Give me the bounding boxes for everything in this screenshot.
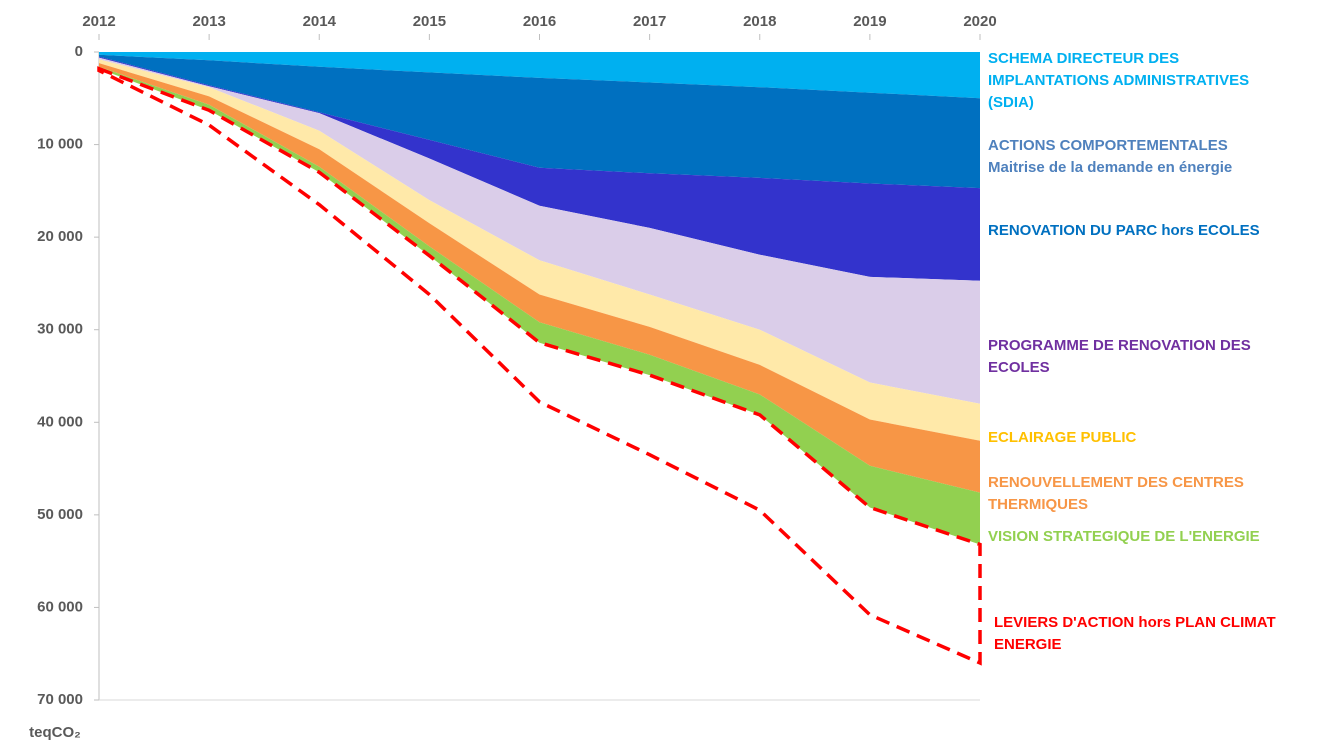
x-tick-label: 2015 <box>413 13 446 30</box>
x-tick-label: 2020 <box>963 13 996 30</box>
y-tick-label: 0 <box>75 43 83 60</box>
legend-label: ACTIONS COMPORTEMENTALES Maitrise de la … <box>988 137 1233 176</box>
x-tick-label: 2016 <box>523 13 556 30</box>
y-tick-label: 30 000 <box>37 321 83 338</box>
legend-label: RENOVATION DU PARC hors ECOLES <box>988 222 1260 239</box>
y-tick-label: 50 000 <box>37 506 83 523</box>
x-tick-label: 2019 <box>853 13 886 30</box>
area <box>99 66 980 545</box>
area <box>99 63 980 493</box>
y-axis-label: teqCO₂ <box>29 724 81 741</box>
x-tick-label: 2018 <box>743 13 776 30</box>
y-tick-label: 70 000 <box>37 691 83 708</box>
area <box>99 57 980 404</box>
y-tick-label: 60 000 <box>37 598 83 615</box>
y-tick-label: 40 000 <box>37 413 83 430</box>
x-tick-label: 2012 <box>82 13 115 30</box>
area <box>97 66 982 666</box>
x-tick-label: 2017 <box>633 13 666 30</box>
x-tick-label: 2014 <box>303 13 337 30</box>
area <box>99 52 980 99</box>
y-tick-label: 10 000 <box>37 136 83 153</box>
legend-label: RENOUVELLEMENT DES CENTRES THERMIQUES <box>988 474 1244 513</box>
legend-label: SCHEMA DIRECTEUR DES IMPLANTATIONS ADMIN… <box>988 50 1250 111</box>
area <box>99 56 980 281</box>
y-tick-label: 20 000 <box>37 228 83 245</box>
x-tick-label: 2013 <box>192 13 225 30</box>
legend-label: PROGRAMME DE RENOVATION DES ECOLES <box>988 337 1251 376</box>
legend-label: LEVIERS D'ACTION hors PLAN CLIMAT ENERGI… <box>994 614 1276 653</box>
area <box>99 54 980 189</box>
area <box>99 59 980 441</box>
legend-label: ECLAIRAGE PUBLIC <box>988 429 1137 446</box>
legend-label: VISION STRATEGIQUE DE L'ENERGIE <box>988 528 1260 545</box>
